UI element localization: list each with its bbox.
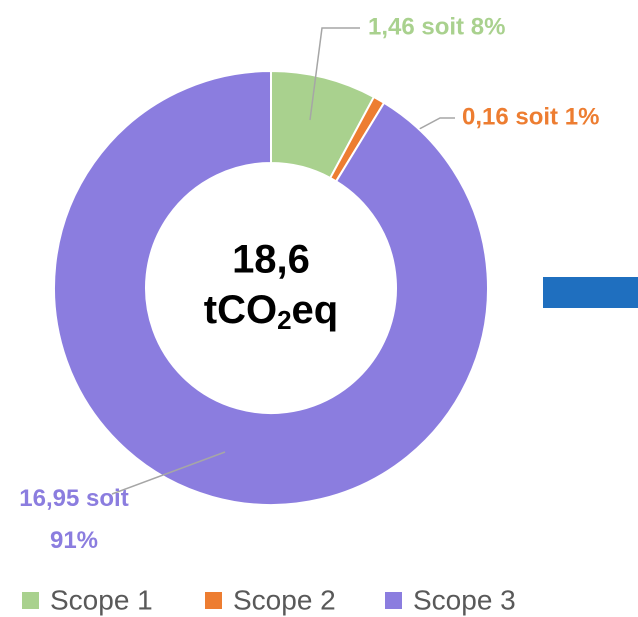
unit-tail: eq <box>292 288 339 332</box>
legend-swatch <box>205 592 222 609</box>
unit-sub: 2 <box>277 305 291 335</box>
leader-line <box>309 27 360 121</box>
data-label: 16,95 soit 91% <box>19 485 129 554</box>
data-label: 0,16 soit 1% <box>462 103 599 130</box>
legend-swatch <box>385 592 402 609</box>
center-unit: tCO2eq <box>204 288 338 335</box>
legend-label: Scope 3 <box>413 584 516 615</box>
legend-label: Scope 1 <box>50 584 153 615</box>
decoration-bar <box>543 277 638 308</box>
center-value: 18,6 <box>232 238 310 282</box>
data-label: 1,46 soit 8% <box>368 13 505 40</box>
unit-base: tCO <box>204 288 277 332</box>
leader-line <box>111 451 226 495</box>
legend-swatch <box>22 592 39 609</box>
donut-slice <box>53 69 489 506</box>
legend-label: Scope 2 <box>233 584 336 615</box>
